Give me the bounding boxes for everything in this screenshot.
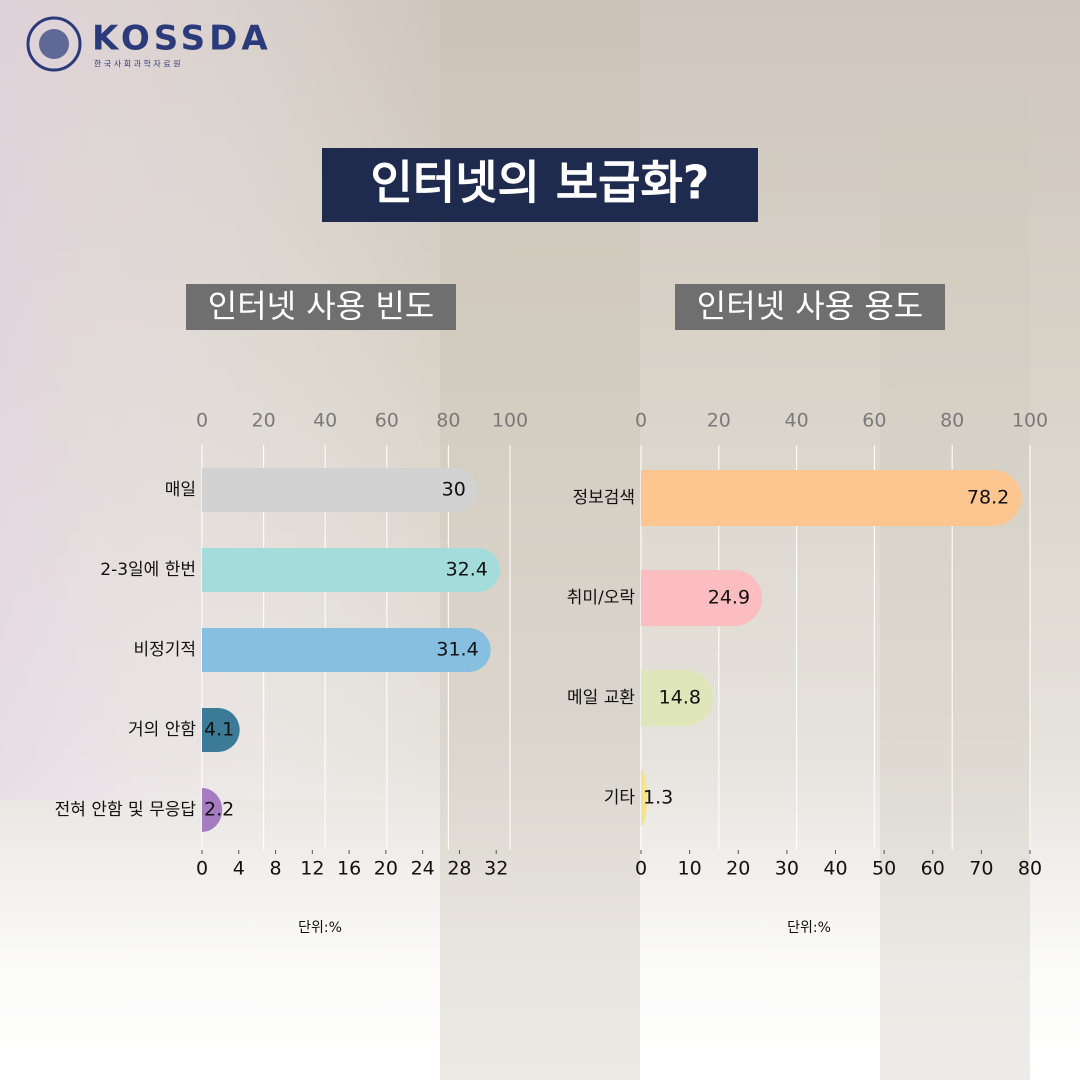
data-label: 4.1: [204, 719, 234, 741]
chart-title: 인터넷 사용 빈도: [208, 287, 434, 325]
logo-emblem: [26, 16, 82, 72]
category-label: 거의 안함: [128, 720, 196, 740]
data-label: 32.4: [446, 559, 488, 581]
x-tick-label: 0: [635, 858, 647, 880]
subtitle-background: [186, 284, 456, 330]
x2-tick-label: 80: [436, 410, 460, 432]
x-tick-label: 12: [300, 858, 324, 880]
bar: [202, 628, 491, 672]
x2-tick-label: 20: [252, 410, 276, 432]
x-tick-label: 40: [823, 858, 847, 880]
x-tick-label: 28: [447, 858, 471, 880]
x-tick-label: 20: [726, 858, 750, 880]
x-tick-label: 0: [196, 858, 208, 880]
x2-tick-label: 40: [313, 410, 337, 432]
category-label: 비정기적: [133, 640, 196, 660]
logo-emblem: [39, 29, 69, 59]
x-tick-label: 24: [411, 858, 435, 880]
category-label: 메일 교환: [567, 688, 635, 708]
chart-title: 인터넷 사용 용도: [697, 287, 923, 325]
category-label: 취미/오락: [567, 588, 636, 608]
data-label: 1.3: [643, 787, 673, 809]
x-tick-label: 80: [1018, 858, 1042, 880]
x-tick-label: 50: [872, 858, 896, 880]
background-pillar: [880, 90, 1030, 1080]
title-background: [322, 148, 758, 222]
x2-tick-label: 100: [1012, 410, 1048, 432]
x-tick-label: 70: [969, 858, 993, 880]
x2-tick-label: 60: [375, 410, 399, 432]
x2-tick-label: 20: [707, 410, 731, 432]
subtitle-background: [675, 284, 945, 330]
category-label: 전혀 안함 및 무응답: [55, 800, 197, 820]
x2-tick-label: 100: [492, 410, 528, 432]
category-label: 매일: [165, 480, 196, 500]
x2-tick-label: 0: [196, 410, 208, 432]
x-tick-label: 30: [775, 858, 799, 880]
title: 인터넷의 보급화?: [371, 156, 710, 210]
x-tick-label: 16: [337, 858, 361, 880]
data-label: 2.2: [204, 799, 234, 821]
logo: KOSSDA: [92, 19, 272, 59]
bar: [202, 708, 240, 752]
bar: [641, 570, 763, 626]
x-tick-label: 10: [678, 858, 702, 880]
bar: [202, 468, 478, 512]
x-tick-label: 4: [233, 858, 245, 880]
bar: [641, 670, 713, 726]
bar: [641, 770, 648, 826]
x-tick-label: 32: [484, 858, 508, 880]
x2-tick-label: 40: [785, 410, 809, 432]
logo-subtitle: 한 국 사 회 과 학 자 료 원: [94, 59, 181, 69]
bar: [202, 788, 223, 832]
data-label: 78.2: [967, 487, 1009, 509]
data-label: 30: [442, 479, 466, 501]
x-tick-label: 60: [921, 858, 945, 880]
data-label: 31.4: [436, 639, 478, 661]
background-tint: [0, 0, 1080, 800]
bar: [202, 548, 500, 592]
data-label: 24.9: [708, 587, 750, 609]
unit-note: 단위:%: [787, 920, 831, 936]
x2-tick-label: 60: [862, 410, 886, 432]
x2-tick-label: 80: [940, 410, 964, 432]
data-label: 14.8: [659, 687, 701, 709]
category-label: 정보검색: [572, 488, 635, 508]
x-tick-label: 8: [270, 858, 282, 880]
x2-tick-label: 0: [635, 410, 647, 432]
category-label: 2-3일에 한번: [100, 560, 196, 580]
x-tick-label: 20: [374, 858, 398, 880]
unit-note: 단위:%: [298, 920, 342, 936]
bar: [641, 470, 1022, 526]
category-label: 기타: [604, 788, 636, 808]
